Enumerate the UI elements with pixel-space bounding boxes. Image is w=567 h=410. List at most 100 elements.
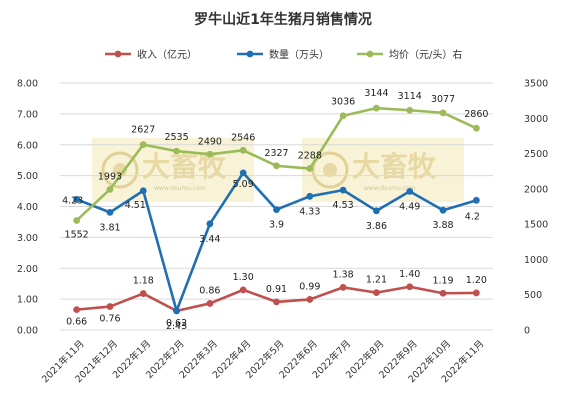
watermark-logo-ring (311, 151, 349, 189)
right-tick-label: 3500 (524, 79, 548, 90)
data-label: 3036 (331, 97, 355, 108)
data-label: 2627 (131, 125, 155, 136)
x-axis: 2021年11月2021年12月2022年1月2022年2月2022年3月202… (39, 338, 486, 386)
data-label: 0.62 (166, 318, 187, 329)
data-point (139, 141, 147, 149)
watermark-url: www.dxumu.com (364, 185, 416, 192)
data-label: 2490 (198, 136, 222, 147)
data-label: 4.2 (465, 211, 480, 222)
data-label: 0.76 (99, 314, 120, 325)
data-point (139, 187, 147, 195)
data-point (306, 165, 314, 172)
data-label: 0.91 (266, 284, 287, 295)
data-label: 2860 (464, 109, 488, 120)
data-point (206, 220, 214, 228)
data-point (439, 206, 447, 214)
data-label: 2.43 (166, 321, 187, 332)
data-point (173, 147, 180, 155)
data-point (73, 306, 81, 314)
legend-item-1: 收入（亿元） (105, 48, 197, 61)
data-label: 3.81 (99, 222, 120, 233)
data-point (339, 186, 347, 194)
data-point (439, 109, 447, 117)
data-label: 0.86 (199, 285, 220, 296)
legend-swatch-marker (246, 50, 254, 58)
watermark-logo-dot (323, 163, 337, 177)
data-label: 4.33 (299, 206, 320, 217)
data-point (106, 303, 114, 310)
left-tick-label: 2.00 (17, 264, 38, 275)
data-label: 2535 (164, 132, 188, 143)
left-tick-label: 8.00 (17, 79, 38, 90)
data-point (472, 289, 480, 297)
series-2 (73, 169, 480, 315)
right-tick-label: 2500 (524, 149, 548, 160)
right-axis: 0 500 1000 1500 2000 2500 3000 3500 (524, 79, 548, 337)
legend-item-2: 数量（万头） (237, 48, 329, 61)
left-axis: 0.00 1.00 2.00 3.00 4.00 5.00 6.00 7.00 8.00 (17, 79, 38, 337)
data-point (339, 112, 347, 120)
data-label: 1552 (65, 229, 89, 240)
watermark-logo-ring (101, 151, 139, 189)
data-label: 2546 (231, 132, 255, 143)
data-point (139, 290, 147, 297)
data-point (173, 307, 180, 315)
data-point (273, 206, 280, 213)
data-point (439, 289, 447, 297)
data-point (106, 208, 114, 216)
data-point (239, 169, 247, 177)
data-point (472, 124, 480, 132)
data-point (406, 106, 414, 114)
left-tick-label: 7.00 (17, 109, 38, 120)
data-point (339, 283, 347, 291)
data-point (406, 283, 414, 291)
left-tick-label: 0.00 (17, 326, 38, 337)
data-label: 4.51 (125, 200, 146, 211)
data-label: 2327 (264, 148, 288, 159)
data-point (206, 150, 214, 158)
data-point (373, 207, 380, 215)
data-label: 4.49 (399, 201, 420, 212)
data-label: 5.09 (233, 179, 254, 190)
data-label: 1.20 (466, 275, 487, 286)
data-label-layer: 0.66 0.76 1.18 0.62 0.86 1.30 0.91 0.99 1.38 1.21… (62, 88, 488, 332)
data-label: 3.86 (366, 221, 387, 232)
data-point (206, 300, 214, 307)
data-point (373, 104, 380, 112)
data-label: 3114 (398, 91, 422, 102)
data-label: 3144 (364, 88, 388, 99)
data-label: 1.18 (133, 276, 154, 287)
data-point (406, 187, 414, 195)
right-tick-label: 2000 (524, 184, 548, 195)
data-point (273, 162, 280, 170)
watermark-logo-dot (113, 163, 127, 177)
data-point (73, 195, 81, 203)
right-tick-label: 500 (524, 290, 542, 301)
data-label: 1993 (98, 171, 122, 182)
data-point (73, 217, 81, 224)
data-label: 3.88 (432, 220, 453, 231)
data-point (306, 192, 314, 200)
data-point (106, 185, 114, 193)
data-label: 4.23 (62, 195, 83, 206)
right-tick-label: 3000 (524, 114, 548, 125)
data-label: 3077 (431, 94, 455, 105)
data-label: 4.53 (333, 200, 354, 211)
data-point (306, 296, 314, 303)
legend-label: 均价（元/头）右 (389, 48, 462, 61)
watermark-bg (302, 138, 464, 202)
chart-title: 罗牛山近1年生猪月销售情况 (194, 11, 372, 28)
left-tick-label: 5.00 (17, 171, 38, 182)
watermark-text: 大畜牧 (352, 150, 437, 183)
legend-label: 数量（万头） (269, 48, 329, 61)
watermark-url: www.dxumu.com (154, 185, 206, 192)
legend-swatch-marker (366, 50, 374, 58)
legend-swatch-marker (114, 50, 122, 58)
data-point (373, 289, 380, 297)
data-point (273, 298, 280, 306)
data-label: 0.99 (299, 281, 320, 292)
data-label: 1.19 (432, 275, 453, 286)
data-label: 3.9 (269, 220, 284, 231)
left-tick-label: 6.00 (17, 140, 38, 151)
